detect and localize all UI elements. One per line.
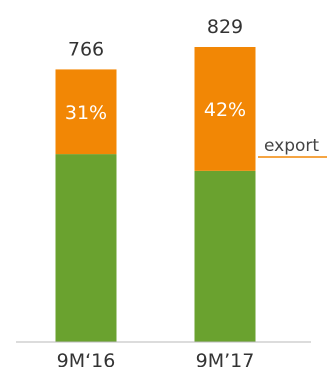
labels-group: 766 31% 9M‘16 829 42% 9M’17 — [57, 16, 255, 367]
category-label-1: 9M‘16 — [57, 350, 116, 367]
total-label-1: 766 — [68, 38, 104, 60]
total-label-2: 829 — [207, 16, 243, 38]
bar-segment-domestic-1 — [55, 154, 117, 342]
bar-segment-domestic-2 — [194, 170, 256, 342]
bars-group — [55, 47, 256, 342]
bar-segment-export-2 — [194, 47, 256, 171]
category-label-2: 9M’17 — [196, 350, 255, 367]
export-share-label-1: 31% — [65, 102, 107, 124]
export-share-label-2: 42% — [204, 99, 246, 121]
bar-segment-export-1 — [55, 69, 117, 155]
legend-export-label: export — [264, 136, 319, 156]
